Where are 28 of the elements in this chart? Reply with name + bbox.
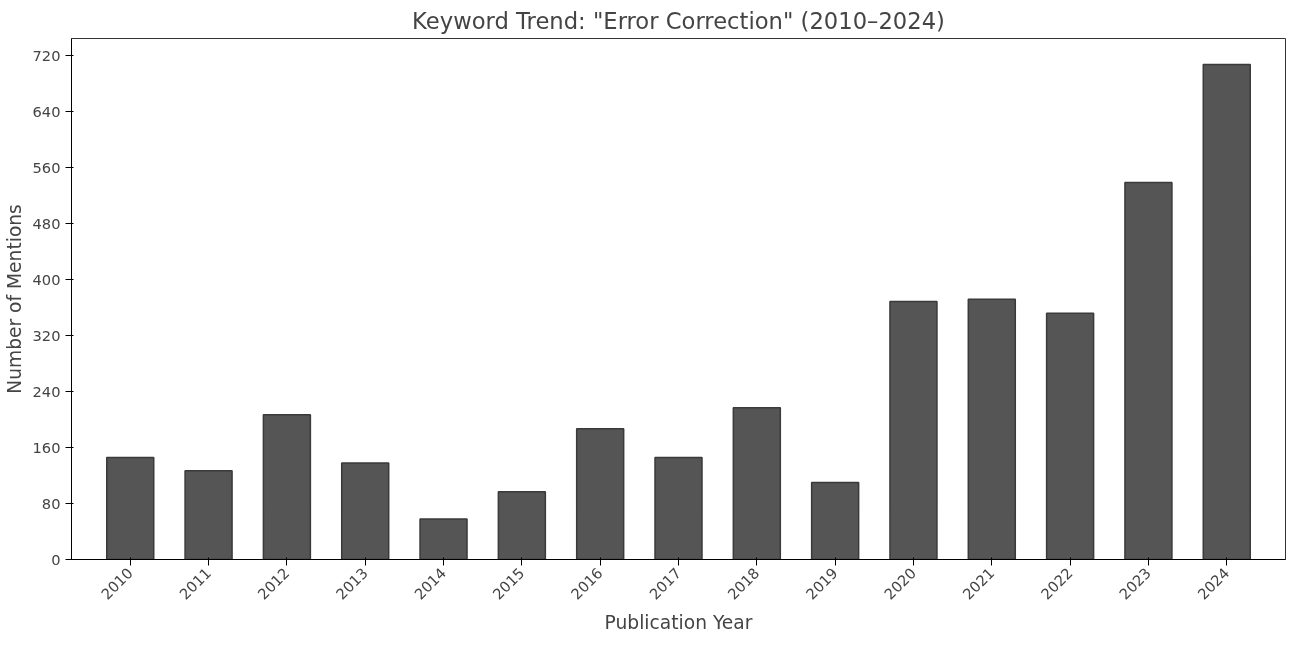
y-tick-label: 480 (32, 214, 61, 232)
bar (184, 469, 233, 560)
bar (654, 456, 703, 560)
y-tick-label: 400 (32, 270, 61, 288)
bar (262, 413, 312, 560)
y-tick-label: 0 (51, 550, 61, 568)
bar (497, 490, 547, 560)
y-tick-label: 80 (41, 494, 61, 512)
y-tick-label: 160 (32, 438, 61, 456)
x-axis-title: Publication Year (604, 611, 753, 633)
bar (810, 481, 860, 560)
bar (575, 427, 625, 560)
y-tick-label: 560 (32, 158, 61, 176)
bar (1045, 312, 1095, 560)
bar (1124, 181, 1173, 560)
chart-title: Keyword Trend: "Error Correction" (2010–2024) (412, 7, 945, 34)
y-tick-label: 320 (32, 326, 61, 344)
bar (1202, 63, 1251, 560)
y-tick-label: 720 (32, 46, 61, 64)
bar (889, 300, 938, 560)
bar (419, 518, 468, 560)
y-tick-label: 240 (32, 382, 61, 400)
bar (106, 456, 155, 560)
bar (732, 407, 782, 560)
bar (967, 298, 1017, 560)
bar (340, 462, 390, 560)
y-tick-label: 640 (32, 102, 61, 120)
y-axis-title: Number of Mentions (3, 204, 25, 394)
